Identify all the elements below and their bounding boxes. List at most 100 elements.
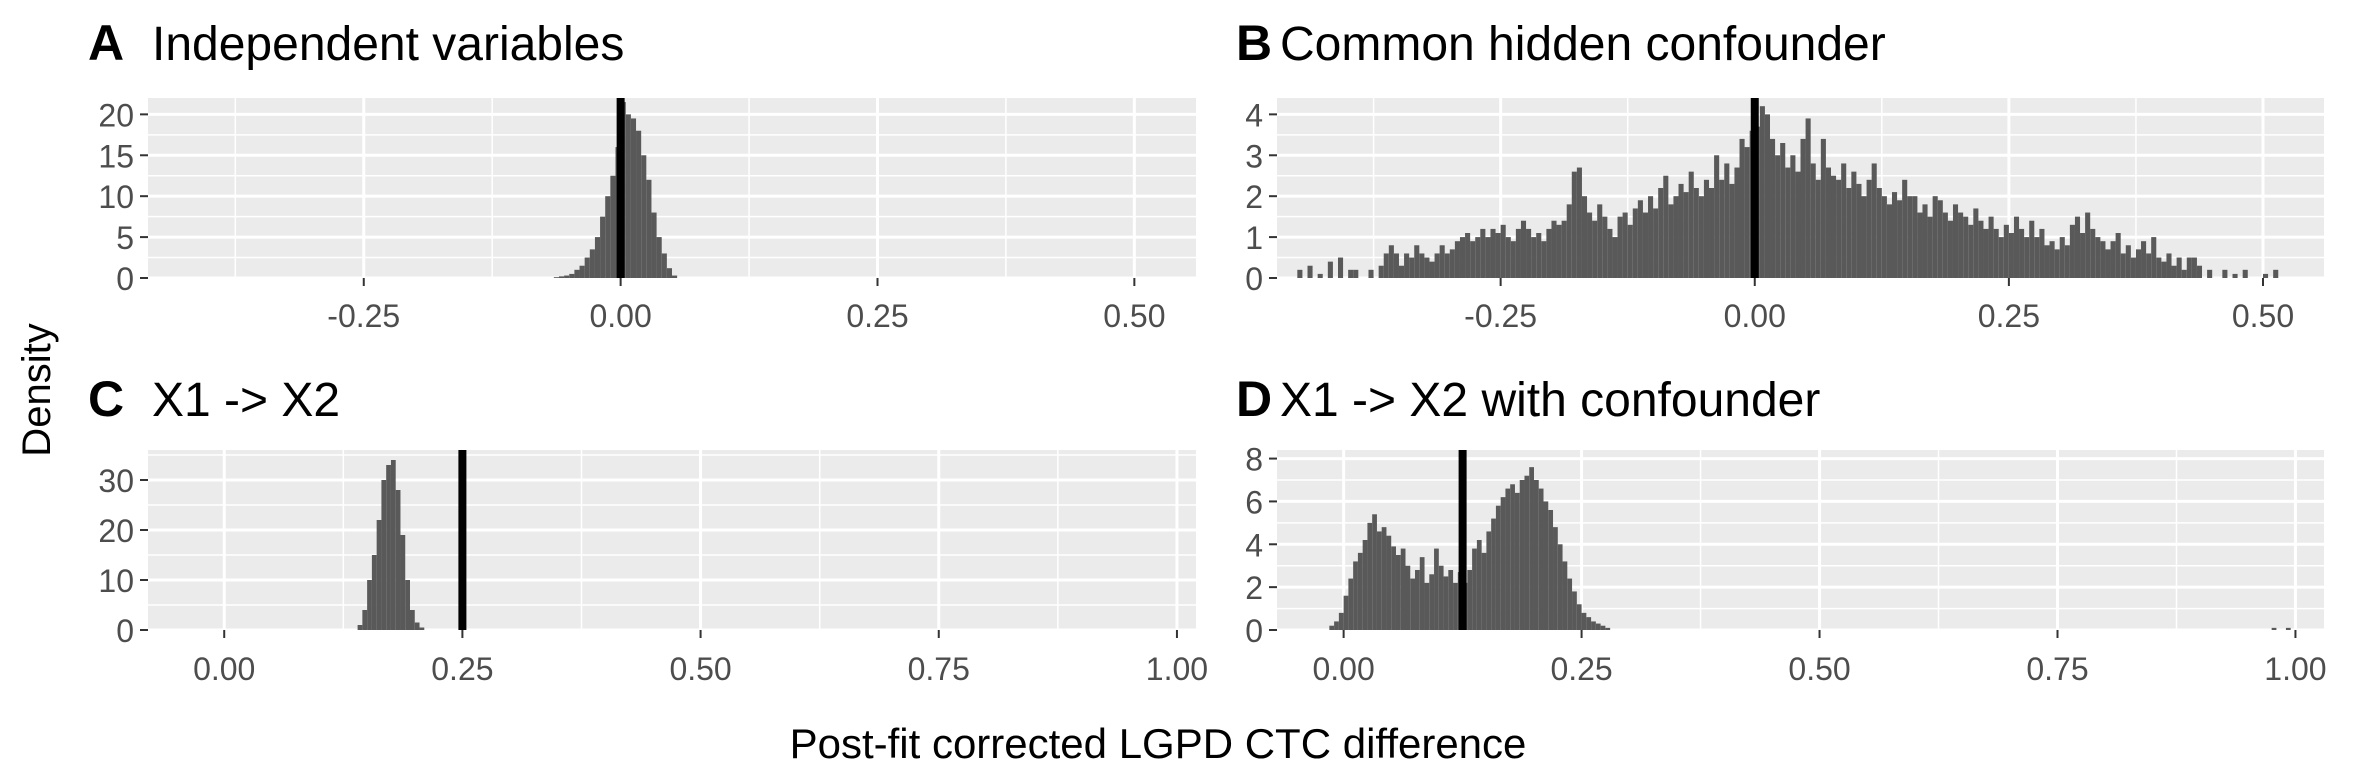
histogram-bar <box>1963 216 1969 278</box>
histogram-bar <box>1902 179 1908 278</box>
histogram-bar <box>1510 484 1515 630</box>
histogram-bar <box>1790 155 1796 278</box>
histogram-bar <box>1362 540 1368 630</box>
histogram-bar <box>641 155 647 278</box>
histogram-bar <box>1907 196 1913 278</box>
histogram-bar <box>1703 179 1710 278</box>
histogram-bar <box>2186 257 2192 278</box>
histogram-bar <box>1524 475 1530 630</box>
y-tick-label: 0 <box>116 613 134 649</box>
histogram-bar <box>630 118 637 278</box>
y-tick-label: 8 <box>1245 442 1263 478</box>
histogram-bar <box>1973 208 1979 278</box>
histogram-bar <box>1475 237 1481 278</box>
histogram-bar <box>610 175 616 278</box>
histogram-bar <box>1719 179 1725 278</box>
histogram-bar <box>1531 237 1537 278</box>
histogram-bar <box>1770 138 1776 278</box>
histogram-bar <box>1591 621 1596 630</box>
histogram-bar <box>1470 241 1476 278</box>
histogram-bar <box>1467 570 1473 630</box>
histogram-bar <box>594 237 601 278</box>
y-tick-label: 4 <box>1245 97 1263 133</box>
histogram-bar <box>1876 188 1882 278</box>
panel-background <box>148 98 1196 278</box>
histogram-bar <box>2156 257 2162 278</box>
histogram-bar <box>2263 273 2269 278</box>
histogram-bar <box>2130 257 2136 278</box>
histogram-bar <box>1897 200 1903 278</box>
histogram-bar <box>1543 501 1549 630</box>
histogram-bar <box>1538 488 1544 630</box>
histogram-bar <box>1500 224 1506 278</box>
x-tick-label: 0.50 <box>1788 651 1850 687</box>
histogram-bar <box>2039 228 2045 278</box>
histogram-bar <box>1395 555 1401 630</box>
histogram-bar <box>2232 273 2238 278</box>
histogram-bar <box>1557 544 1563 630</box>
histogram-bar <box>2049 241 2055 278</box>
histogram-bar <box>1486 531 1492 630</box>
histogram-bar <box>1617 216 1623 278</box>
histogram-bar <box>1546 228 1552 278</box>
histogram-bar <box>1429 261 1435 278</box>
histogram-bar <box>2080 233 2086 278</box>
histogram-bar <box>1663 175 1669 278</box>
histogram-bar <box>2146 253 2152 278</box>
y-tick-label: 5 <box>116 220 134 256</box>
histogram-bar <box>1830 175 1837 278</box>
histogram-bar <box>1714 155 1720 278</box>
histogram-bar <box>1566 204 1572 278</box>
histogram-bar <box>1683 192 1689 278</box>
histogram-bar <box>1571 171 1577 278</box>
histogram-bar <box>1602 216 1608 278</box>
histogram-bar <box>1993 228 1999 278</box>
histogram-bar <box>1795 171 1801 278</box>
histogram-bar <box>2003 224 2009 278</box>
histogram-bar <box>1678 183 1684 278</box>
histogram-bar <box>2161 261 2167 278</box>
histogram-bar <box>1490 228 1496 278</box>
histogram-bar <box>1520 220 1527 278</box>
histogram-bar <box>1759 106 1765 278</box>
histogram-bar <box>1642 212 1649 278</box>
histogram-bar <box>414 622 420 630</box>
histogram-bar <box>395 490 401 630</box>
histogram-bar <box>1648 196 1654 278</box>
histogram-bar <box>1612 237 1618 278</box>
x-tick-label: 0.25 <box>431 651 493 687</box>
histogram-bar <box>1932 196 1938 278</box>
histogram-bar <box>1491 518 1496 630</box>
histogram-bar <box>1439 245 1445 278</box>
histogram-bar <box>1562 561 1568 630</box>
histogram-bar <box>1348 578 1354 630</box>
histogram-bar <box>651 212 657 278</box>
histogram-bar <box>1444 253 1450 278</box>
x-tick-label: 0.00 <box>1724 298 1786 334</box>
x-tick-label: 0.25 <box>1978 298 2040 334</box>
x-tick-label: 0.50 <box>669 651 731 687</box>
histogram-bar <box>1734 167 1740 278</box>
histogram-bar <box>1317 273 1323 278</box>
histogram-bar <box>1495 233 1501 278</box>
histogram-bar <box>1595 623 1601 630</box>
histogram-bar <box>410 610 415 630</box>
histogram-bar <box>1409 257 1415 278</box>
histogram-bar <box>1561 220 1567 278</box>
panel-title: X1 -> X2 <box>152 374 340 427</box>
histogram-bar <box>579 265 585 278</box>
histogram-bar <box>1886 204 1892 278</box>
histogram-bar <box>589 249 595 278</box>
histogram-bar <box>636 130 642 278</box>
histogram-bar <box>2242 269 2248 278</box>
histogram-bar <box>1476 540 1482 630</box>
histogram-bar <box>1764 114 1771 278</box>
histogram-bar <box>1368 269 1374 278</box>
panel-title: Independent variables <box>152 18 624 71</box>
histogram-bar <box>666 268 672 278</box>
histogram-bar <box>1519 480 1525 630</box>
histogram-bar <box>1414 245 1420 278</box>
x-tick-label: 0.75 <box>908 651 970 687</box>
histogram-bar <box>1327 261 1333 278</box>
panel-d: 0 2 4 6 8 0.00 0.25 0.50 0.75 1.00 D X1 -> X2 with … <box>1236 371 2327 687</box>
